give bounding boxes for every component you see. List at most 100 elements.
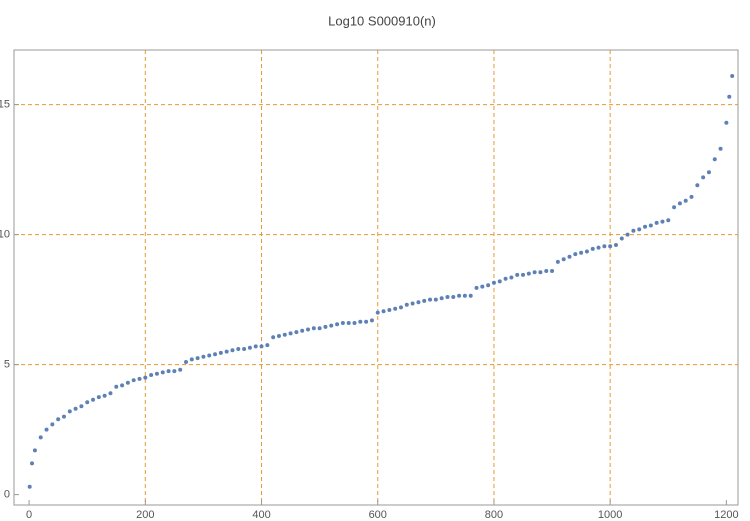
point xyxy=(666,218,671,223)
point xyxy=(497,279,502,284)
point xyxy=(550,269,555,273)
point xyxy=(398,305,403,310)
point xyxy=(294,330,299,335)
point xyxy=(311,326,316,331)
point xyxy=(590,246,595,251)
point xyxy=(259,344,264,349)
point xyxy=(236,347,241,351)
point xyxy=(247,345,252,350)
point xyxy=(457,293,462,298)
point xyxy=(451,295,456,299)
point xyxy=(480,284,485,289)
point xyxy=(149,373,154,377)
point xyxy=(166,369,171,374)
point xyxy=(154,371,159,376)
point xyxy=(364,319,369,324)
point xyxy=(85,400,90,405)
point xyxy=(579,250,584,255)
point xyxy=(387,308,392,312)
point xyxy=(416,300,421,305)
point xyxy=(683,198,688,203)
point xyxy=(468,293,473,298)
point xyxy=(631,228,636,233)
point xyxy=(526,271,531,276)
point xyxy=(91,397,96,402)
point xyxy=(189,357,194,362)
point xyxy=(160,370,165,375)
point xyxy=(30,461,35,466)
y-tick-label: 10 xyxy=(0,229,10,241)
point xyxy=(317,326,322,331)
point xyxy=(102,393,107,398)
point xyxy=(701,175,706,180)
point xyxy=(608,244,613,249)
point xyxy=(131,378,136,383)
point xyxy=(509,275,514,280)
y-tick-label: 0 xyxy=(4,489,10,501)
point xyxy=(323,324,328,329)
point xyxy=(718,146,723,151)
point xyxy=(515,272,520,277)
point xyxy=(195,356,200,361)
point xyxy=(503,276,508,281)
point xyxy=(61,414,66,419)
point xyxy=(474,285,479,290)
point xyxy=(201,354,206,359)
point xyxy=(358,319,363,324)
point xyxy=(439,296,444,301)
point xyxy=(532,270,537,275)
chart-title: Log10 S000910(n) xyxy=(328,13,436,28)
x-tick-label: 800 xyxy=(485,509,503,521)
point xyxy=(393,306,398,311)
point xyxy=(300,328,305,333)
point xyxy=(648,223,653,228)
point xyxy=(230,348,235,353)
point xyxy=(445,295,450,299)
point xyxy=(172,369,177,374)
point xyxy=(637,227,642,232)
point xyxy=(340,321,345,325)
x-tick-label: 600 xyxy=(369,509,387,521)
y-tick-label: 15 xyxy=(0,99,10,111)
point xyxy=(79,404,84,409)
point xyxy=(369,318,374,323)
x-tick-label: 200 xyxy=(136,509,154,521)
point xyxy=(56,417,61,422)
point xyxy=(567,254,572,259)
point xyxy=(613,243,618,247)
y-tick-label: 5 xyxy=(4,359,10,371)
point xyxy=(706,170,711,175)
point xyxy=(410,301,415,306)
point xyxy=(67,409,72,414)
point xyxy=(335,322,340,327)
x-tick-label: 400 xyxy=(252,509,270,521)
point xyxy=(712,157,717,162)
point xyxy=(727,94,732,99)
point xyxy=(491,280,496,285)
point xyxy=(265,343,270,348)
point xyxy=(224,349,229,354)
point xyxy=(242,347,247,351)
point xyxy=(375,310,380,315)
point xyxy=(433,297,438,302)
point xyxy=(677,201,682,206)
point xyxy=(573,252,578,257)
point xyxy=(730,74,735,78)
point xyxy=(137,376,142,381)
point xyxy=(276,334,281,338)
point xyxy=(108,391,113,396)
point xyxy=(213,352,218,357)
point xyxy=(183,360,188,364)
point xyxy=(73,406,78,411)
point xyxy=(602,244,607,249)
point xyxy=(404,302,409,307)
point xyxy=(381,309,386,314)
point xyxy=(120,383,125,388)
plot-frame xyxy=(13,49,739,506)
point xyxy=(114,384,119,389)
point xyxy=(50,422,55,427)
point xyxy=(96,395,101,400)
point xyxy=(486,283,491,288)
